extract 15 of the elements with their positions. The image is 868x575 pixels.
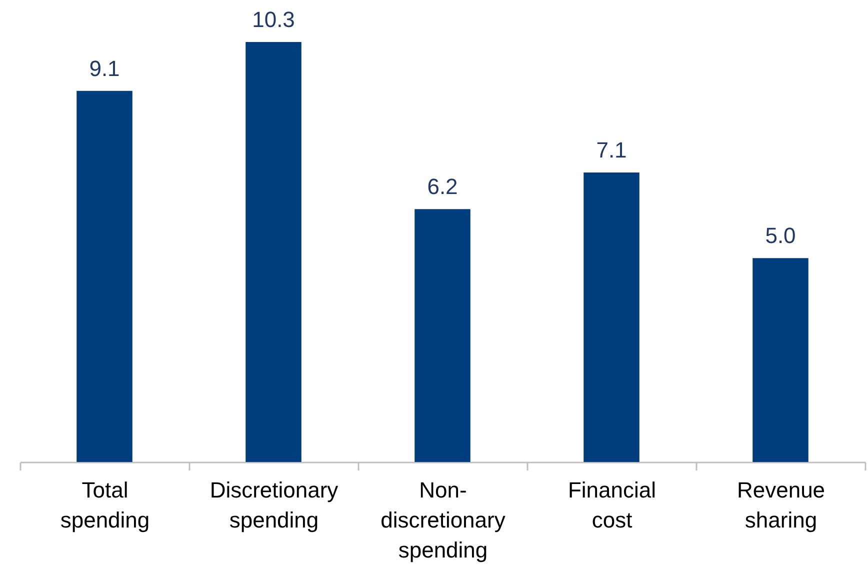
bar xyxy=(246,42,302,462)
x-tick-label: Non-discretionary spending xyxy=(380,478,506,562)
bar xyxy=(414,209,470,462)
x-tick-label: Discretionary spending xyxy=(210,478,338,532)
bar xyxy=(752,258,808,462)
data-label: 6.2 xyxy=(427,174,458,200)
bar xyxy=(584,172,640,462)
data-label: 5.0 xyxy=(765,223,796,248)
data-label: 7.1 xyxy=(596,137,627,162)
x-tick-label: Revenue sharing xyxy=(736,478,826,532)
data-label: 10.3 xyxy=(252,7,295,32)
data-label: 9.1 xyxy=(89,56,120,81)
bar xyxy=(76,90,132,462)
x-tick-label: Total spending xyxy=(60,478,150,532)
x-tick-label: Financial cost xyxy=(568,478,656,532)
